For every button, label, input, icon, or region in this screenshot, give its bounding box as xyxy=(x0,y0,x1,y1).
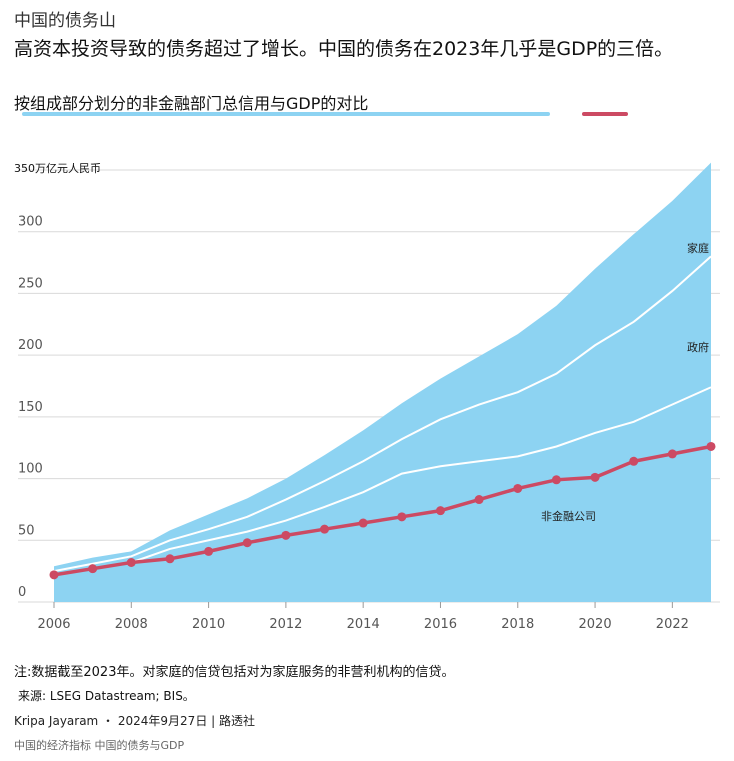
gdp-point-2022 xyxy=(667,449,677,459)
y-tick-label-250: 250 xyxy=(18,276,43,291)
y-tick-label-50: 50 xyxy=(18,523,35,538)
x-tick-label-2012: 2012 xyxy=(269,617,302,632)
boundary-lines xyxy=(53,255,712,576)
x-tick-label-2016: 2016 xyxy=(424,617,457,632)
gdp-line xyxy=(53,444,712,577)
gdp-point-2018 xyxy=(513,483,523,493)
gdp-point-2015 xyxy=(397,512,407,522)
x-tick-label-2014: 2014 xyxy=(347,617,380,632)
headline: 高资本投资导致的债务超过了增长。中国的债务在2023年几乎是GDP的三倍。 xyxy=(14,38,674,60)
gdp-point-2019 xyxy=(551,475,561,485)
y-tick-label-150: 150 xyxy=(18,400,43,415)
y-tick-label-0: 0 xyxy=(18,585,26,600)
source: 来源: LSEG Datastream; BIS。 xyxy=(18,689,195,703)
x-tick-label-2022: 2022 xyxy=(656,617,689,632)
series-label-家庭: 家庭 xyxy=(687,241,709,255)
gdp-point-2020 xyxy=(590,472,600,482)
x-tick-label-2018: 2018 xyxy=(501,617,534,632)
gdp-point-2010 xyxy=(204,546,214,556)
chart-subtitle: 按组成部分划分的非金融部门总信用与GDP的对比 xyxy=(14,94,369,113)
gdp-point-2017 xyxy=(474,495,484,505)
y-tick-label-200: 200 xyxy=(18,338,43,353)
kicker: 中国的债务山 xyxy=(14,11,116,31)
gdp-point-2016 xyxy=(435,506,445,516)
gdp-point-2011 xyxy=(242,538,252,548)
gdp-point-2013 xyxy=(320,524,330,534)
y-tick-labels: 0 50 100 150 200 250 300 xyxy=(18,215,43,600)
gdp-point-2008 xyxy=(126,558,136,568)
boundary-非金融公司 xyxy=(53,386,712,576)
legend-bar-gdp xyxy=(582,112,628,116)
gdp-point-2012 xyxy=(281,530,291,540)
series-label-非金融公司: 非金融公司 xyxy=(541,509,596,523)
x-tick-label-2010: 2010 xyxy=(192,617,225,632)
x-tick-label-2020: 2020 xyxy=(579,617,612,632)
x-tick-label-2008: 2008 xyxy=(115,617,148,632)
total-credit-area xyxy=(54,162,711,602)
gdp-point-2023 xyxy=(706,441,716,451)
series-label-政府: 政府 xyxy=(687,340,709,354)
area-layer xyxy=(54,162,711,602)
gdp-line-layer xyxy=(49,441,716,580)
gdp-point-2009 xyxy=(165,554,175,564)
footnote: 注:数据截至2023年。对家庭的信贷包括对为家庭服务的非营利机构的信贷。 xyxy=(14,665,455,680)
byline: Kripa Jayaram ・ 2024年9月27日 | 路透社 xyxy=(14,714,255,728)
gdp-point-2007 xyxy=(88,564,98,574)
gdp-point-2014 xyxy=(358,518,368,528)
y-tick-label-100: 100 xyxy=(18,462,43,477)
unit-label: 350万亿元人民币 xyxy=(14,162,101,175)
x-tick-label-2006: 2006 xyxy=(37,617,70,632)
y-tick-label-300: 300 xyxy=(18,215,43,230)
x-tick-labels: 2006 2008 2010 2012 2014 2016 2018 2020 2022 xyxy=(37,602,689,632)
legend-bar-credit xyxy=(22,112,550,116)
related-links[interactable]: 中国的经济指标 中国的债务与GDP xyxy=(14,739,185,752)
gdp-point-2021 xyxy=(629,456,639,466)
gdp-point-2006 xyxy=(49,570,59,580)
boundary-政府 xyxy=(53,255,712,573)
